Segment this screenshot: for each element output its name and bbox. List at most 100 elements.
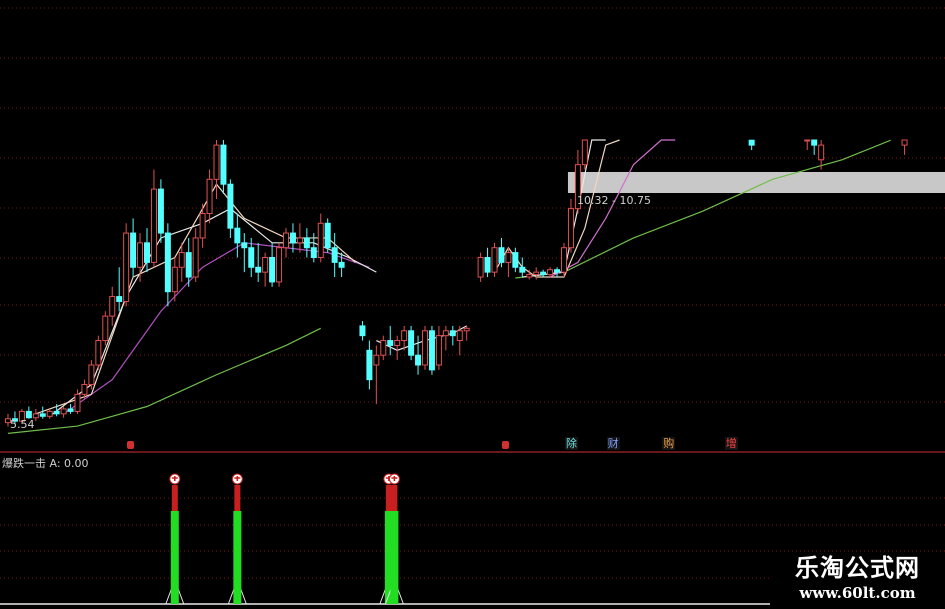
candle-body <box>533 271 540 276</box>
candle-body <box>380 340 387 356</box>
low-price-label: 5.54 <box>10 418 35 431</box>
watermark-title: 乐淘公式网 <box>795 554 920 582</box>
candle-body <box>547 269 554 276</box>
event-marker[interactable]: 除 <box>564 437 578 450</box>
event-marker[interactable]: 财 <box>606 437 620 450</box>
candle-body <box>415 354 422 366</box>
candle-body <box>60 408 67 415</box>
candle-body <box>192 237 199 278</box>
moving-average-line <box>7 327 322 434</box>
event-marker[interactable]: 购 <box>662 437 676 450</box>
candle-body <box>46 410 53 417</box>
candle-body <box>561 247 567 273</box>
indicator-title: 爆跌一击 A: 0.00 <box>2 455 89 471</box>
candle-body <box>456 330 463 342</box>
candle-body <box>289 232 296 244</box>
candle-body <box>442 330 449 337</box>
moving-average-line <box>49 207 377 417</box>
candle-body <box>255 266 262 273</box>
candle-body <box>137 242 144 268</box>
candle-body <box>567 208 574 249</box>
candle-body <box>449 330 456 337</box>
candle-body <box>81 384 88 395</box>
candle-body <box>505 252 512 263</box>
candle-body <box>227 183 234 229</box>
candle-body <box>526 274 533 278</box>
candle-body <box>331 247 338 263</box>
candle-body <box>39 413 46 417</box>
candle-body <box>901 139 908 146</box>
candle-body <box>269 256 276 283</box>
candle-body <box>164 232 171 293</box>
signal-bar <box>170 511 179 604</box>
candle-body <box>18 410 25 422</box>
event-marker-icon[interactable] <box>127 441 135 449</box>
signal-cap <box>234 485 241 511</box>
signal-bar <box>390 511 399 604</box>
candle-body <box>32 413 39 419</box>
candle-body <box>484 256 491 273</box>
signal-bar <box>233 511 242 604</box>
candle-body <box>811 139 818 146</box>
candle-body <box>366 349 373 381</box>
candle-body <box>248 247 255 268</box>
moving-average-line <box>35 183 356 415</box>
event-marker-icon[interactable] <box>502 441 510 449</box>
signal-cap <box>171 485 178 511</box>
candle-body <box>804 139 811 142</box>
watermark: 乐淘公式网 www.60lt.com <box>770 553 945 609</box>
candle-body <box>241 242 248 249</box>
candle-body <box>199 213 206 239</box>
candle-body <box>512 252 519 268</box>
candle-body <box>5 418 11 424</box>
candle-body <box>116 296 123 302</box>
candle-body <box>491 247 498 273</box>
indicator-name: 爆跌一击 <box>2 457 46 470</box>
candle-body <box>178 252 185 268</box>
candle-body <box>102 315 109 342</box>
signal-cap <box>391 485 398 511</box>
candle-body <box>818 144 825 161</box>
candle-body <box>276 247 283 283</box>
signal-cap <box>385 485 392 511</box>
moving-average-line <box>549 139 676 278</box>
event-marker[interactable]: 增 <box>724 437 738 450</box>
candle-body <box>463 327 470 332</box>
candle-body <box>11 418 18 422</box>
candle-body <box>185 252 192 278</box>
candle-body <box>150 188 157 263</box>
signal-arrow-icon <box>391 476 398 481</box>
candle-body <box>25 410 32 419</box>
candle-body <box>144 242 150 263</box>
candle-body <box>283 232 289 249</box>
candle-body <box>130 232 137 268</box>
candle-body <box>303 237 310 249</box>
candle-body <box>234 227 241 244</box>
candle-body <box>67 408 74 412</box>
band-price-label: 10.32 - 10.75 <box>577 194 651 207</box>
candle-body <box>498 247 505 263</box>
candle-body <box>262 256 269 273</box>
signal-arrow-icon <box>234 476 241 481</box>
candle-body <box>95 340 102 366</box>
candle-body <box>296 237 303 244</box>
candle-body <box>540 271 547 276</box>
candle-body <box>519 266 526 273</box>
candle-body <box>554 269 561 273</box>
candle-body <box>74 393 81 412</box>
candle-body <box>220 144 227 185</box>
candle-body <box>359 325 366 337</box>
candle-body <box>338 261 345 268</box>
candle-body <box>109 296 116 317</box>
candle-body <box>401 330 408 342</box>
candle-body <box>435 335 442 366</box>
candle-body <box>157 188 164 234</box>
candle-body <box>581 139 588 166</box>
candle-body <box>477 256 484 278</box>
signal-bar <box>384 511 393 604</box>
candle-body <box>206 178 213 215</box>
candle-body <box>373 354 380 366</box>
candle-body <box>748 139 755 146</box>
